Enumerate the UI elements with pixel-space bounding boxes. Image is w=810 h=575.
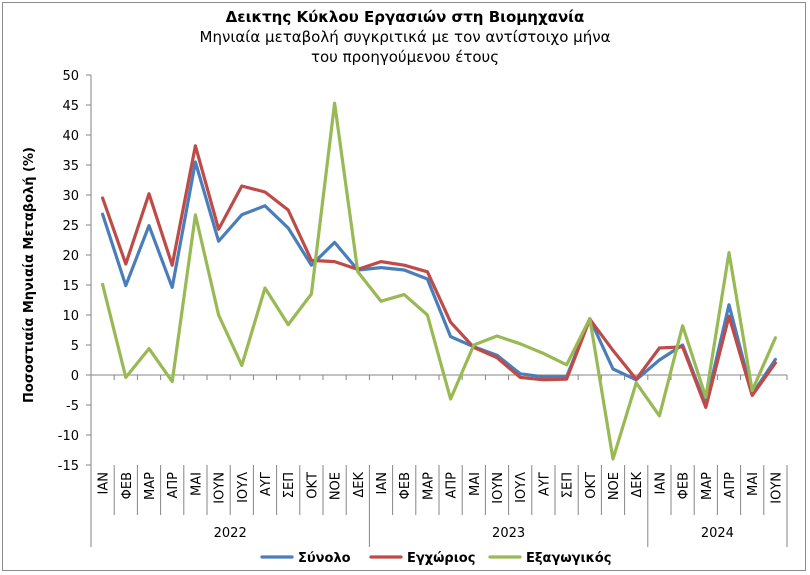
x-group-label: 2022 [214,526,247,541]
x-category-label: ΦΕΒ [398,472,413,499]
y-tick-label: 40 [62,129,79,144]
x-category-label: ΙΟΥΝ [213,472,228,504]
y-tick-label: 0 [71,369,79,384]
x-category-label: ΜΑΡ [421,472,436,500]
x-category-label: ΜΑΙ [468,472,483,496]
legend-label: Εγχώριος [407,551,475,566]
x-category-label: ΙΟΥΝ [769,472,784,504]
x-category-label: ΑΥΓ [259,471,274,496]
x-category-label: ΙΟΥΛ [514,472,529,503]
series-line-1 [100,160,778,406]
x-group-label: 2024 [701,526,734,541]
axes: -15 -10 -5 0 5 10 15 20 25 30 35 40 45 50 ΙΑΝ ΦΕΒ ΜΑΡ ΑΠΡ… [58,69,788,547]
series-line-3 [100,101,778,461]
y-tick-label: 45 [62,99,79,114]
y-axis-label: Ποσοστιαία Μηνιαία Μεταβολή (%) [22,147,37,403]
x-category-label: ΙΟΥΛ [236,472,251,503]
x-category-label: ΣΕΠ [561,472,576,498]
x-category-label: ΟΚΤ [305,472,320,499]
y-tick-label: -5 [66,399,79,414]
legend: Σύνολο Εγχώριος Εξαγωγικός [260,551,611,566]
x-category-label: ΜΑΙ [189,472,204,496]
x-group-label: 2023 [492,526,525,541]
x-category-label: ΑΠΡ [723,472,738,499]
series-line-2 [100,144,778,409]
y-tick-label: 35 [62,159,79,174]
x-category-label: ΜΑΡ [143,472,158,500]
x-category-label: ΔΕΚ [352,472,367,498]
x-category-label: ΣΕΠ [282,472,297,498]
x-category-label: ΟΚΤ [584,472,599,499]
legend-label: Εξαγωγικός [526,551,611,566]
x-category-label: ΜΑΡ [700,472,715,500]
chart-subtitle-line-2: του προηγούμενου έτους [310,48,500,66]
x-category-label: ΦΕΒ [677,472,692,499]
x-category-label: ΝΟΕ [607,472,622,500]
y-tick-label: -15 [58,459,79,474]
y-tick-label: 5 [71,339,79,354]
series-layer [100,101,778,461]
x-category-label: ΙΑΝ [375,472,390,494]
y-tick-label: -10 [58,429,79,444]
y-tick-label: 25 [62,219,79,234]
legend-label: Σύνολο [298,551,351,566]
x-category-label: ΙΑΝ [653,472,668,494]
y-tick-label: 20 [62,249,79,264]
x-category-label: ΔΕΚ [630,472,645,498]
x-category-label: ΑΠΡ [166,472,181,499]
x-category-label: ΑΥΓ [537,471,552,496]
x-category-label: ΑΠΡ [445,472,460,499]
x-category-label: ΙΑΝ [97,472,112,494]
chart-title: Δεικτης Κύκλου Εργασιών στη Βιομηχανία [225,8,585,26]
x-category-label: ΝΟΕ [329,472,344,500]
x-category-label: ΦΕΒ [120,472,135,499]
y-tick-label: 50 [62,69,79,84]
y-tick-label: 30 [62,189,79,204]
x-category-label: ΜΑΙ [746,472,761,496]
y-tick-label: 15 [62,279,79,294]
chart-subtitle-line-1: Μηνιαία μεταβολή συγκριτικά με τον αντίσ… [199,28,611,46]
y-tick-label: 10 [62,309,79,324]
x-category-label: ΙΟΥΝ [491,472,506,504]
